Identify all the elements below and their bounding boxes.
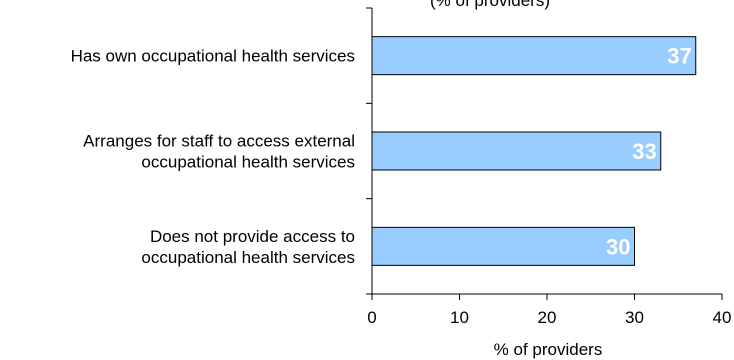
x-tick-label: 0 <box>367 308 376 327</box>
category-label: Has own occupational health services <box>71 47 355 66</box>
x-tick-label: 30 <box>625 308 644 327</box>
bar <box>371 226 635 266</box>
x-axis-title: % of providers <box>494 340 603 359</box>
x-tick-label: 20 <box>538 308 557 327</box>
x-tick-label: 10 <box>450 308 469 327</box>
bars <box>371 36 697 266</box>
category-labels: Has own occupational health services Arra… <box>71 47 355 267</box>
bar <box>371 36 697 76</box>
data-label: 30 <box>606 234 630 259</box>
data-label: 33 <box>632 139 656 164</box>
data-label: 37 <box>667 44 691 69</box>
chart-title-fragment: (% of providers) <box>430 0 550 10</box>
category-label: Arranges for staff to access external occ… <box>83 132 355 172</box>
x-tick-labels: 0 10 20 30 40 <box>367 308 731 327</box>
category-label: Does not provide access to occupational h… <box>141 227 355 267</box>
data-labels: 37 33 30 <box>606 44 692 260</box>
x-tick-label: 40 <box>713 308 732 327</box>
bar <box>371 131 662 171</box>
